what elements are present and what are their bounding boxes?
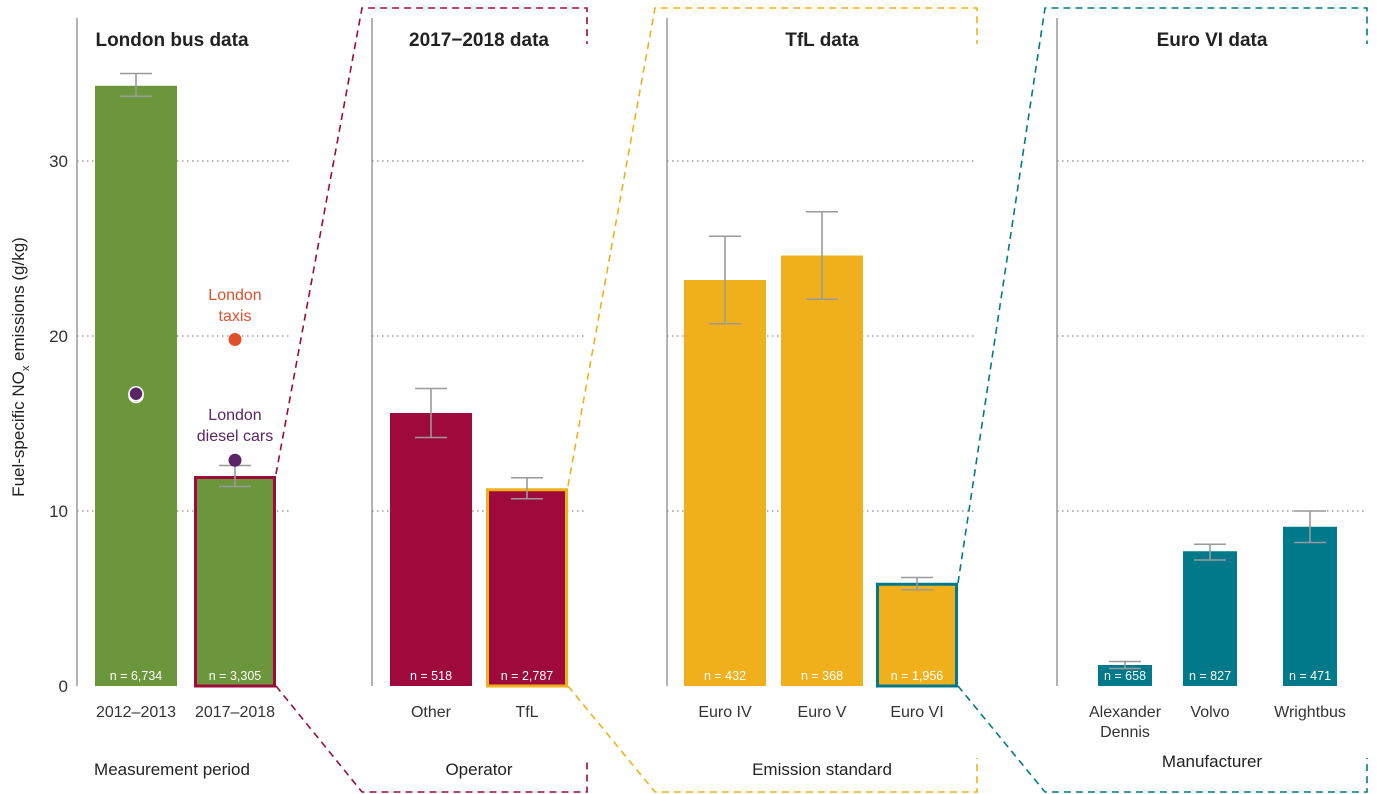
x-tick-label: 2012–2013 <box>96 704 176 721</box>
sample-size-label: n = 471 <box>1289 669 1331 683</box>
bar <box>1283 526 1337 686</box>
sample-size-label: n = 1,956 <box>891 669 944 683</box>
bar <box>486 488 568 688</box>
panel-title: 2017−2018 data <box>409 30 549 51</box>
x-axis-title: Emission standard <box>752 760 892 779</box>
zoom-frame-1 <box>275 7 588 793</box>
x-axis-title: Operator <box>445 760 512 779</box>
y-tick-label: 0 <box>59 677 68 696</box>
chart-panels: London bus data Measurement period n = 6,7… <box>76 18 1346 779</box>
y-tick-label: 10 <box>49 502 68 521</box>
annotation-label: London taxis <box>208 287 261 325</box>
annotation-point <box>128 385 144 402</box>
x-tick-label: Volvo <box>1190 704 1229 721</box>
x-tick-label: Euro IV <box>698 704 752 721</box>
annotation-2: London diesel cars <box>128 385 273 467</box>
panel-title: TfL data <box>785 30 859 51</box>
zoom-frame-3 <box>957 7 1368 793</box>
zoom-connectors <box>275 7 1368 793</box>
bar <box>95 85 177 686</box>
zoom-connector-top <box>567 7 978 487</box>
bar <box>876 582 958 688</box>
x-tick-label: 2017–2018 <box>195 704 275 721</box>
panel-3: TfL data Emission standard n = 432 Euro IV n… <box>666 18 958 779</box>
x-tick-label: Alexander Dennis <box>1089 704 1162 741</box>
bar <box>781 255 863 686</box>
zoom-connector-bottom <box>275 685 588 793</box>
annotation-point <box>228 453 242 467</box>
x-tick-label: Wrightbus <box>1274 704 1346 721</box>
y-tick-label: 30 <box>49 152 68 171</box>
sample-size-label: n = 658 <box>1104 669 1146 683</box>
bar <box>1098 665 1152 686</box>
sample-size-label: n = 3,305 <box>209 669 262 683</box>
sample-size-label: n = 432 <box>704 669 746 683</box>
bar <box>390 413 472 686</box>
x-tick-label: TfL <box>515 704 538 721</box>
sample-size-label: n = 6,734 <box>110 669 163 683</box>
sample-size-label: n = 368 <box>801 669 843 683</box>
annotations: London taxis London diesel cars <box>128 287 273 467</box>
bar <box>194 476 276 688</box>
annotation-point <box>228 333 242 346</box>
y-axis: Fuel-specific NOx emissions (g/kg) 0 10 20… <box>9 152 68 696</box>
bar <box>1183 551 1237 686</box>
panel-2: 2017−2018 data Operator n = 518 Other n = 2,… <box>371 18 568 779</box>
annotation-label: London diesel cars <box>197 407 273 445</box>
sample-size-label: n = 518 <box>410 669 452 683</box>
x-axis-title: Manufacturer <box>1162 752 1262 771</box>
x-tick-label: Euro V <box>798 704 847 721</box>
y-axis-label: Fuel-specific NOx emissions (g/kg) <box>9 237 32 497</box>
x-axis-title: Measurement period <box>94 760 250 779</box>
panel-4: Euro VI data Manufacturer n = 658 Alexander… <box>1056 18 1346 771</box>
panel-1: London bus data Measurement period n = 6,7… <box>76 18 276 779</box>
x-tick-label: Other <box>411 704 452 721</box>
bar <box>684 280 766 686</box>
x-tick-label: Euro VI <box>890 704 943 721</box>
sample-size-label: n = 2,787 <box>501 669 554 683</box>
panel-title: Euro VI data <box>1157 30 1268 51</box>
zoom-connector-bottom <box>957 685 1368 793</box>
y-tick-label: 20 <box>49 327 68 346</box>
zoom-frame-2 <box>567 7 978 793</box>
sample-size-label: n = 827 <box>1189 669 1231 683</box>
panel-title: London bus data <box>95 30 248 51</box>
zoom-connector-top <box>957 7 1368 584</box>
